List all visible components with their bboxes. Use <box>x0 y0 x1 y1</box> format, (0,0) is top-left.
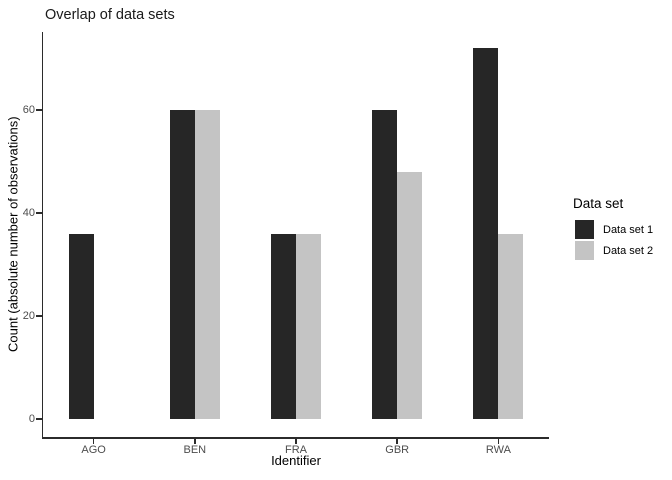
bar-gbr-series2 <box>397 171 423 419</box>
y-axis-line <box>41 32 43 439</box>
y-tick-label: 0 <box>28 413 35 425</box>
x-axis-line <box>41 437 549 439</box>
bar-fra-series2 <box>296 233 321 419</box>
y-tick-label: 20 <box>22 310 35 322</box>
chart-title: Overlap of data sets <box>45 7 175 23</box>
legend-swatch-dataset1 <box>575 220 594 239</box>
bar-fra-series1 <box>271 233 296 419</box>
x-tick <box>295 438 297 444</box>
y-tick <box>36 418 42 420</box>
x-tick-label: BEN <box>183 444 207 456</box>
legend-item-dataset1: Data set 1 <box>575 220 653 239</box>
x-tick <box>497 438 500 444</box>
x-tick-label: GBR <box>385 444 410 456</box>
bar-rwa-series1 <box>473 48 499 419</box>
y-tick-label: 40 <box>22 207 35 219</box>
legend-swatch-dataset2 <box>575 241 594 260</box>
legend: Data set Data set 1 Data set 2 <box>566 196 653 262</box>
legend-item-dataset2: Data set 2 <box>575 241 653 260</box>
y-tick-label: 60 <box>22 104 35 116</box>
x-tick-label: FRA <box>285 444 307 456</box>
x-tick <box>396 438 398 444</box>
y-tick <box>36 109 42 111</box>
bar-ago-series1 <box>68 233 94 419</box>
x-tick-label: AGO <box>81 444 106 456</box>
legend-label-dataset1: Data set 1 <box>603 223 654 236</box>
bar-gbr-series1 <box>372 110 398 419</box>
legend-label-dataset2: Data set 2 <box>603 244 654 257</box>
x-axis-title: Identifier <box>271 453 321 468</box>
y-axis-title: Count (absolute number of observations) <box>5 116 21 353</box>
y-tick <box>36 315 42 317</box>
x-tick-label: RWA <box>485 444 511 456</box>
legend-title: Data set <box>573 196 624 211</box>
y-tick <box>36 212 42 214</box>
bar-ben-series2 <box>194 110 220 419</box>
x-tick <box>194 438 196 444</box>
bar-rwa-series2 <box>498 233 524 419</box>
bar-ben-series1 <box>169 110 195 419</box>
x-tick <box>92 438 95 444</box>
